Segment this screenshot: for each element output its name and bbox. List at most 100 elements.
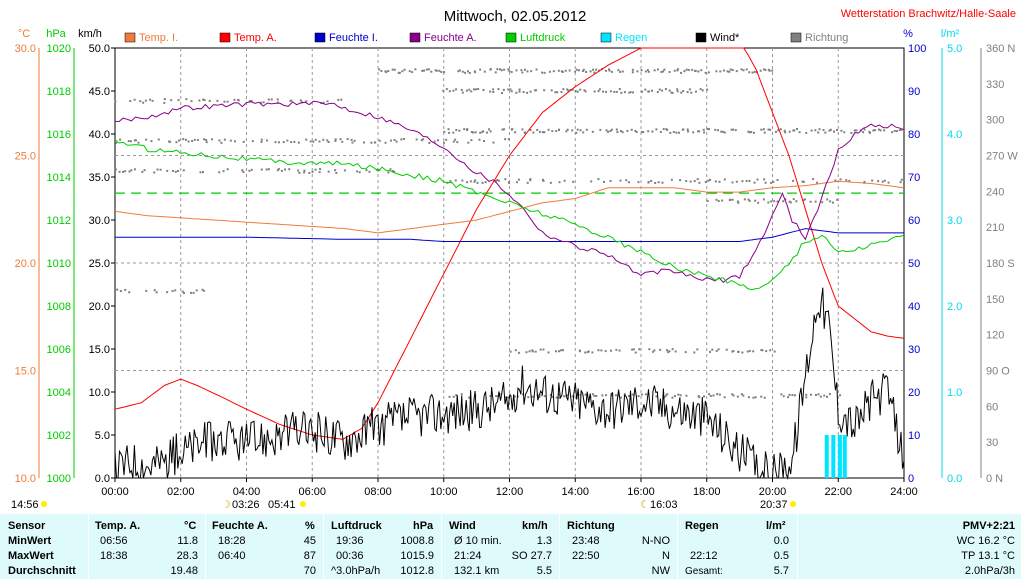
direction-dot [500, 69, 503, 72]
direction-dot [260, 140, 263, 143]
direction-dot [547, 128, 550, 131]
direction-dot [309, 140, 312, 143]
direction-dot [592, 68, 595, 71]
direction-dot [452, 395, 455, 398]
direction-dot [525, 351, 528, 354]
direction-dot [196, 138, 199, 141]
direction-dot [666, 349, 669, 352]
direction-dot [873, 129, 876, 132]
direction-dot [662, 128, 665, 131]
direction-dot [748, 71, 751, 74]
direction-dot [723, 396, 726, 399]
direction-dot [726, 70, 729, 73]
direction-dot [862, 131, 865, 134]
direction-dot [707, 71, 710, 74]
direction-dot [787, 396, 790, 399]
direction-dot [717, 348, 720, 351]
temp-axis-tick-4: 10.0 [15, 473, 36, 485]
direction-dot [657, 181, 660, 184]
direction-dot [752, 396, 755, 399]
direction-axis-tick-7: 150 [986, 294, 1004, 306]
direction-dot [447, 128, 450, 131]
direction-dot [492, 141, 495, 144]
direction-dot [631, 71, 634, 74]
direction-dot [732, 350, 735, 353]
direction-dot [457, 70, 460, 73]
series-luftdruck-line [114, 139, 905, 291]
direction-dot [746, 350, 749, 353]
direction-dot [651, 130, 654, 133]
direction-dot [658, 88, 661, 91]
row-label-avg: Durchschnitt [8, 565, 76, 577]
direction-dot [476, 181, 479, 184]
station-name: Wetterstation Brachwitz/Halle-Saale [841, 8, 1016, 20]
direction-dot [171, 290, 174, 293]
direction-dot [826, 198, 829, 201]
direction-dot [697, 395, 700, 398]
row-label-min: MinWert [8, 535, 52, 547]
pressure-axis-tick-5: 1010 [47, 258, 71, 270]
direction-dot [717, 129, 720, 132]
direction-dot [717, 200, 720, 203]
direction-dot [805, 131, 808, 134]
direction-dot [190, 100, 193, 103]
direction-dot [368, 170, 371, 173]
direction-dot [566, 128, 569, 131]
direction-dot [522, 91, 525, 94]
humidity-max-time: 06:40 [218, 550, 246, 562]
direction-dot [655, 395, 658, 398]
chart-title: Mittwoch, 02.05.2012 [444, 8, 587, 25]
direction-dot [698, 396, 701, 399]
direction-dot [192, 291, 195, 294]
pressure-axis-tick-8: 1004 [47, 387, 71, 399]
direction-dot [500, 91, 503, 94]
direction-dot [169, 140, 172, 143]
direction-dot [334, 169, 337, 172]
direction-dot [809, 393, 812, 396]
direction-dot [314, 168, 317, 171]
direction-dot [428, 141, 431, 144]
direction-dot [520, 69, 523, 72]
direction-dot [721, 199, 724, 202]
direction-dot [438, 69, 441, 72]
direction-dot [731, 393, 734, 396]
direction-dot [600, 349, 603, 352]
direction-dot [762, 198, 765, 201]
direction-dot [543, 89, 546, 92]
direction-dot [529, 90, 532, 93]
direction-dot [662, 70, 665, 73]
direction-header: Richtung [567, 520, 615, 532]
direction-dot [709, 178, 712, 181]
direction-dot [114, 168, 117, 171]
direction-dot [557, 128, 560, 131]
direction-dot [501, 128, 504, 131]
humidity-axis-tick-8: 20 [908, 387, 920, 399]
direction-dot [171, 169, 174, 172]
direction-dot [466, 181, 469, 184]
direction-dot [883, 129, 886, 132]
direction-dot [174, 289, 177, 292]
direction-dot [195, 289, 198, 292]
direction-dot [843, 131, 846, 134]
direction-dot [489, 90, 492, 93]
direction-dot [229, 139, 232, 142]
direction-dot [334, 139, 337, 142]
direction-dot [619, 70, 622, 73]
direction-dot [762, 128, 765, 131]
direction-dot [290, 99, 293, 102]
direction-dot [683, 70, 686, 73]
direction-dot [124, 288, 127, 291]
direction-dot [522, 393, 525, 396]
direction-dot [526, 181, 529, 184]
direction-dot [615, 128, 618, 131]
direction-dot [340, 98, 343, 101]
direction-dot [504, 396, 507, 399]
direction-dot [518, 90, 521, 93]
direction-dot [623, 91, 626, 94]
direction-dot [436, 139, 439, 142]
direction-dot [504, 178, 507, 181]
direction-dot [747, 130, 750, 133]
direction-dot [452, 89, 455, 92]
direction-dot [455, 394, 458, 397]
direction-min-value: N-NO [641, 535, 670, 547]
